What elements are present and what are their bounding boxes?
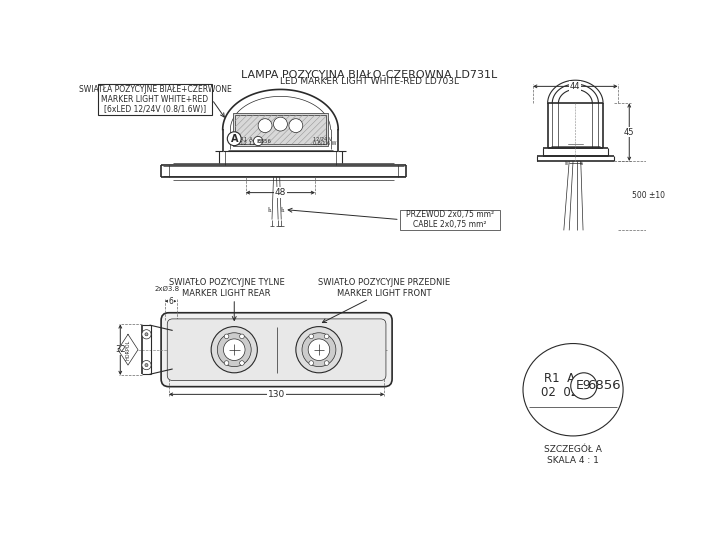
Bar xyxy=(235,115,326,144)
Circle shape xyxy=(145,333,148,336)
Circle shape xyxy=(240,334,244,339)
Text: 0,8/1,6 W: 0,8/1,6 W xyxy=(312,141,336,146)
Ellipse shape xyxy=(523,343,623,436)
Text: LAMPA POZYCYJNA BIAŁO-CZEROWNA LD731L: LAMPA POZYCYJNA BIAŁO-CZEROWNA LD731L xyxy=(241,70,497,80)
Text: 32: 32 xyxy=(115,345,125,354)
Circle shape xyxy=(224,334,229,339)
Circle shape xyxy=(309,361,314,366)
Text: l₁: l₁ xyxy=(579,161,583,166)
Circle shape xyxy=(228,132,241,146)
Circle shape xyxy=(296,327,342,373)
Circle shape xyxy=(240,361,244,366)
Text: 12 12: 12 12 xyxy=(240,141,256,146)
Text: SWIATŁO POZYCYJNE TYLNE
MARKER LIGHT REAR: SWIATŁO POZYCYJNE TYLNE MARKER LIGHT REA… xyxy=(168,279,284,298)
Circle shape xyxy=(253,137,263,146)
Circle shape xyxy=(309,334,314,339)
Text: SZCZEGÓŁ A
SKALA 4 : 1: SZCZEGÓŁ A SKALA 4 : 1 xyxy=(544,445,602,464)
Circle shape xyxy=(571,373,597,399)
Text: 130: 130 xyxy=(268,390,285,399)
Circle shape xyxy=(217,333,251,367)
Text: 6: 6 xyxy=(168,296,174,306)
Text: 44: 44 xyxy=(570,82,580,91)
Circle shape xyxy=(224,361,229,366)
Text: 6856: 6856 xyxy=(587,380,621,393)
Bar xyxy=(233,112,328,146)
Circle shape xyxy=(324,334,329,339)
Text: 6856: 6856 xyxy=(258,139,272,144)
Circle shape xyxy=(142,361,151,370)
Circle shape xyxy=(258,119,272,132)
Text: 500 ±10: 500 ±10 xyxy=(632,191,665,200)
FancyBboxPatch shape xyxy=(161,313,392,387)
Text: 48: 48 xyxy=(275,188,286,197)
Bar xyxy=(98,84,212,115)
Circle shape xyxy=(289,119,303,132)
Text: 2xØ3.8: 2xØ3.8 xyxy=(155,286,180,292)
Text: SWIATŁA POZYCYJNE BIAŁE+CZERWONE
MARKER LIGHT WHITE+RED
[6xLED 12/24V (0.8/1.6W): SWIATŁA POZYCYJNE BIAŁE+CZERWONE MARKER … xyxy=(78,85,231,114)
Text: 45: 45 xyxy=(624,127,634,137)
Circle shape xyxy=(308,339,330,361)
Circle shape xyxy=(324,361,329,366)
Text: E9: E9 xyxy=(576,380,592,393)
Circle shape xyxy=(302,333,336,367)
Text: l₀: l₀ xyxy=(564,161,569,166)
Text: SWIATŁO POZYCYJNE PRZEDNIE
MARKER LIGHT FRONT: SWIATŁO POZYCYJNE PRZEDNIE MARKER LIGHT … xyxy=(318,279,451,298)
Text: 12/24 V: 12/24 V xyxy=(312,137,332,142)
Text: 02  02: 02 02 xyxy=(541,386,578,399)
Circle shape xyxy=(223,339,245,361)
Text: R1  A: R1 A xyxy=(544,373,575,386)
Text: HORPOL: HORPOL xyxy=(125,340,130,360)
Circle shape xyxy=(274,117,287,131)
Text: E: E xyxy=(256,139,260,144)
FancyBboxPatch shape xyxy=(167,319,386,381)
Bar xyxy=(400,210,500,230)
Text: A: A xyxy=(230,134,238,144)
Text: l₁: l₁ xyxy=(281,207,285,213)
Circle shape xyxy=(211,327,257,373)
Text: PRZEWOD 2x0,75 mm²
CABLE 2x0,75 mm²: PRZEWOD 2x0,75 mm² CABLE 2x0,75 mm² xyxy=(406,210,494,230)
Circle shape xyxy=(145,363,148,367)
Circle shape xyxy=(142,330,151,339)
Text: LED MARKER LIGHT WHITE-RED LD703L: LED MARKER LIGHT WHITE-RED LD703L xyxy=(279,77,459,86)
Text: l₁: l₁ xyxy=(267,207,272,213)
Text: R1 A: R1 A xyxy=(240,137,253,142)
